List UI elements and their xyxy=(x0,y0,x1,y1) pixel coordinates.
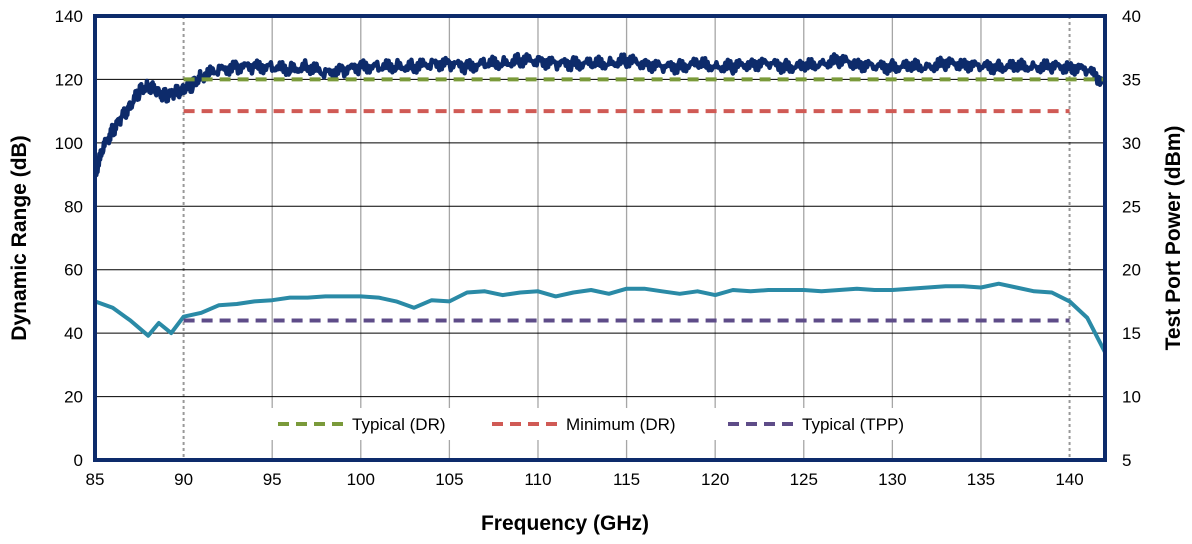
x-tick-label: 100 xyxy=(347,470,375,489)
y-tick-label: 20 xyxy=(64,388,83,407)
legend-label: Typical (TPP) xyxy=(802,415,904,434)
legend-background xyxy=(270,408,945,440)
series-line-test-port-power xyxy=(94,281,1107,354)
y2-tick-label: 30 xyxy=(1122,134,1141,153)
plot-border xyxy=(93,14,1107,462)
y-tick-label: 100 xyxy=(55,134,83,153)
y2-tick-label: 25 xyxy=(1122,197,1141,216)
x-tick-label: 115 xyxy=(613,470,640,489)
legend-label: Typical (DR) xyxy=(352,415,446,434)
series-layer xyxy=(92,51,1108,354)
y2-tick-label: 10 xyxy=(1122,388,1141,407)
x-axis-title: Frequency (GHz) xyxy=(481,512,649,535)
legend-label: Minimum (DR) xyxy=(566,415,676,434)
plot-frame xyxy=(93,14,1107,462)
x-tick-label: 135 xyxy=(967,470,995,489)
x-tick-label: 90 xyxy=(174,470,193,489)
x-tick-label: 130 xyxy=(878,470,906,489)
x-tick-label: 120 xyxy=(701,470,729,489)
y-tick-label: 40 xyxy=(64,324,83,343)
y-tick-label: 120 xyxy=(55,70,83,89)
x-tick-label: 125 xyxy=(790,470,818,489)
y-tick-label: 60 xyxy=(64,261,83,280)
series-line-dynamic-range xyxy=(92,51,1108,178)
y2-tick-label: 40 xyxy=(1122,7,1141,26)
y-tick-label: 0 xyxy=(74,451,83,470)
y2-tick-label: 20 xyxy=(1122,261,1141,280)
x-tick-label: 85 xyxy=(86,470,105,489)
tick-labels: 85 90 95 100 105 110 115 120 125 130 135 1400204060… xyxy=(55,7,1141,489)
grid-layer xyxy=(95,16,1105,460)
x-tick-label: 140 xyxy=(1055,470,1083,489)
x-tick-label: 95 xyxy=(263,470,282,489)
legend: Typical (DR) Minimum (DR) Typical (TPP) xyxy=(270,408,945,440)
y2-tick-label: 5 xyxy=(1122,451,1131,470)
y-tick-label: 80 xyxy=(64,197,83,216)
y-axis-title: Dynamic Range (dB) xyxy=(8,135,31,340)
y2-tick-label: 35 xyxy=(1122,70,1141,89)
x-tick-label: 105 xyxy=(435,470,463,489)
x-tick-label: 110 xyxy=(524,470,551,489)
y-tick-label: 140 xyxy=(55,7,83,26)
y2-axis-title: Test Port Power (dBm) xyxy=(1162,126,1185,351)
y2-tick-label: 15 xyxy=(1122,324,1141,343)
